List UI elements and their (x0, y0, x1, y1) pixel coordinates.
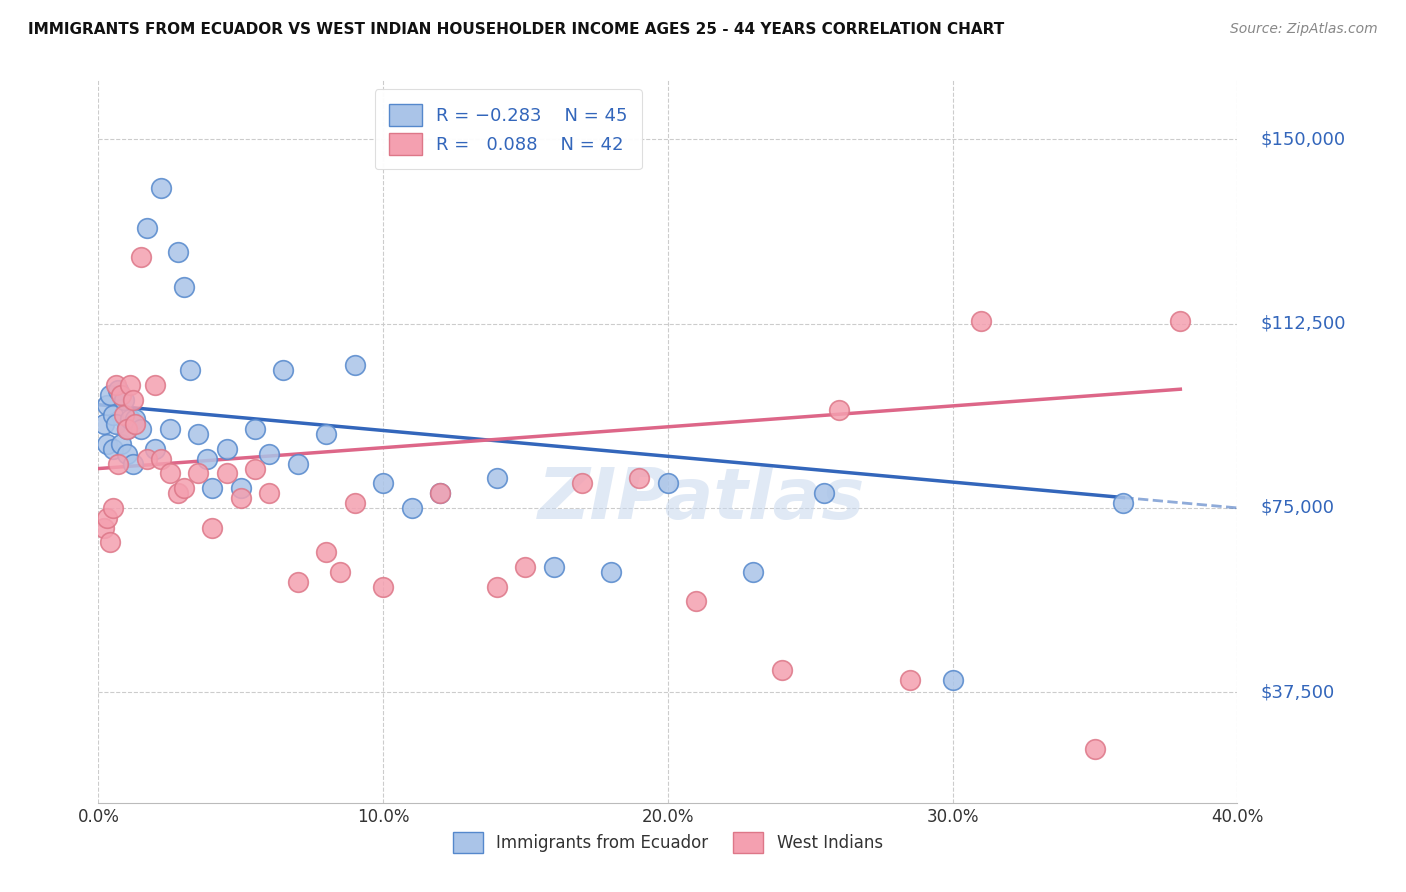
Point (110, 437, 132, 451)
Point (229, 491, 252, 505)
Point (101, 442, 124, 456)
Point (173, 481, 195, 495)
Text: Source: ZipAtlas.com: Source: ZipAtlas.com (1230, 22, 1378, 37)
Point (115, 447, 138, 461)
Point (229, 481, 252, 495)
Point (135, 220, 157, 235)
Point (742, 565, 765, 579)
Point (543, 560, 565, 574)
Point (104, 378, 127, 392)
Point (187, 467, 209, 481)
Point (121, 392, 143, 407)
Point (167, 486, 190, 500)
Point (828, 402, 851, 417)
Point (129, 422, 152, 436)
Point (93, 417, 115, 432)
Text: $75,000: $75,000 (1260, 499, 1334, 516)
Point (118, 412, 141, 426)
Point (150, 181, 173, 195)
Point (371, 476, 394, 491)
Point (145, 442, 167, 456)
Point (124, 417, 146, 432)
Point (1170, 314, 1192, 328)
Legend: Immigrants from Ecuador, West Indians: Immigrants from Ecuador, West Indians (446, 826, 890, 860)
Point (657, 476, 679, 491)
Point (112, 392, 135, 407)
Point (429, 486, 451, 500)
Point (115, 422, 138, 436)
Point (115, 422, 138, 436)
Point (98, 388, 121, 402)
Point (628, 471, 651, 485)
Point (129, 250, 152, 264)
Point (770, 663, 793, 677)
Point (515, 560, 537, 574)
Point (159, 467, 181, 481)
Point (167, 245, 190, 260)
Point (600, 565, 623, 579)
Point (179, 363, 201, 377)
Point (173, 279, 195, 293)
Point (1112, 496, 1135, 510)
Text: ZIPatlas: ZIPatlas (538, 465, 866, 533)
Point (259, 486, 281, 500)
Point (107, 457, 129, 471)
Point (273, 363, 295, 377)
Point (243, 422, 266, 436)
Text: $150,000: $150,000 (1260, 130, 1346, 148)
Point (343, 496, 366, 510)
Point (159, 422, 181, 436)
Point (685, 594, 707, 608)
Point (107, 383, 129, 397)
Point (215, 442, 238, 456)
Point (371, 580, 394, 594)
Point (571, 476, 593, 491)
Point (96, 510, 118, 524)
Point (813, 486, 835, 500)
Point (101, 500, 124, 515)
Point (942, 673, 965, 687)
Point (401, 500, 423, 515)
Point (195, 451, 218, 466)
Point (329, 565, 352, 579)
Point (101, 408, 124, 422)
Point (98, 535, 121, 549)
Point (201, 520, 224, 534)
Point (486, 471, 509, 485)
Text: IMMIGRANTS FROM ECUADOR VS WEST INDIAN HOUSEHOLDER INCOME AGES 25 - 44 YEARS COR: IMMIGRANTS FROM ECUADOR VS WEST INDIAN H… (28, 22, 1004, 37)
Point (118, 378, 141, 392)
Point (145, 378, 167, 392)
Point (243, 461, 266, 475)
Point (150, 451, 173, 466)
Point (135, 451, 157, 466)
Point (104, 417, 127, 432)
Point (201, 481, 224, 495)
Point (110, 388, 132, 402)
Text: $112,500: $112,500 (1260, 315, 1346, 333)
Point (287, 574, 309, 589)
Point (259, 447, 281, 461)
Point (1084, 741, 1107, 756)
Point (343, 359, 366, 373)
Point (187, 427, 209, 442)
Point (93, 520, 115, 534)
Point (215, 467, 238, 481)
Point (315, 545, 337, 559)
Point (486, 580, 509, 594)
Point (287, 457, 309, 471)
Point (429, 486, 451, 500)
Point (315, 427, 337, 442)
Point (898, 673, 921, 687)
Point (112, 408, 135, 422)
Point (96, 398, 118, 412)
Point (96, 437, 118, 451)
Text: $37,500: $37,500 (1260, 683, 1334, 701)
Point (970, 314, 993, 328)
Point (121, 457, 143, 471)
Point (124, 412, 146, 426)
